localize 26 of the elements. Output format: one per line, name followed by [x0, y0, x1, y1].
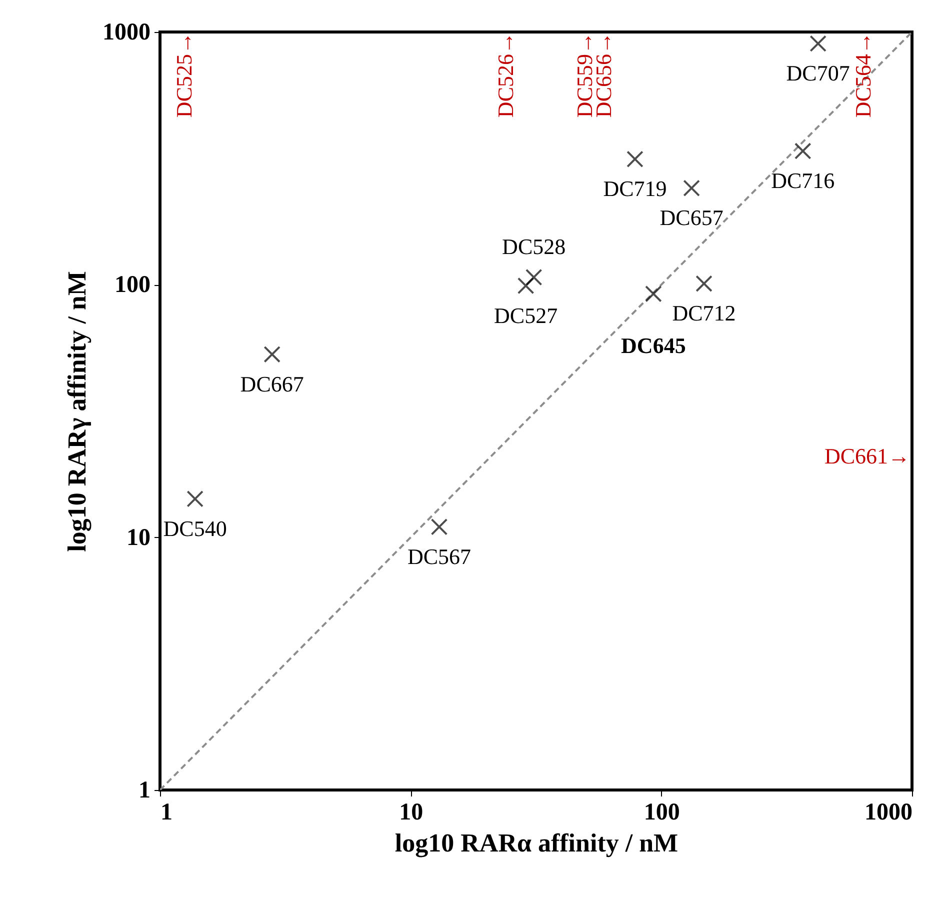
x-tick-label: 1 — [160, 800, 172, 826]
annotation: DC719 — [603, 176, 667, 202]
annotation: DC667 — [240, 371, 304, 396]
annotation: DC527 — [494, 302, 558, 328]
annotation: DC707 — [786, 60, 850, 86]
annotation: DC567 — [407, 544, 472, 569]
x-axis-title: log10 RARα affinity / nM — [394, 828, 678, 858]
y-axis-title: log10 RARγ affinity / nM — [62, 271, 92, 552]
annotation: DC528 — [502, 234, 566, 260]
annotation: DC540 — [163, 516, 227, 541]
annotation: DC525→ — [171, 32, 196, 118]
y-tick-label: 1 — [138, 778, 150, 804]
y-tick-label: 10 — [126, 524, 150, 551]
annotation: DC645 — [621, 332, 686, 358]
annotation: DC526→ — [493, 32, 518, 118]
x-tick-label: 1000 — [864, 800, 912, 826]
x-tick-label: 100 — [644, 800, 680, 826]
annotation: DC559→ — [572, 32, 598, 118]
y-tick-label: 100 — [114, 272, 150, 298]
annotation: DC716 — [771, 168, 835, 194]
annotation: DC661→ — [824, 443, 910, 468]
y-tick-label: 1000 — [102, 20, 150, 46]
annotation: DC564→ — [850, 32, 876, 118]
annotation: DC657 — [660, 205, 724, 230]
annotation: DC712 — [672, 300, 736, 326]
x-tick-label: 10 — [399, 800, 424, 826]
